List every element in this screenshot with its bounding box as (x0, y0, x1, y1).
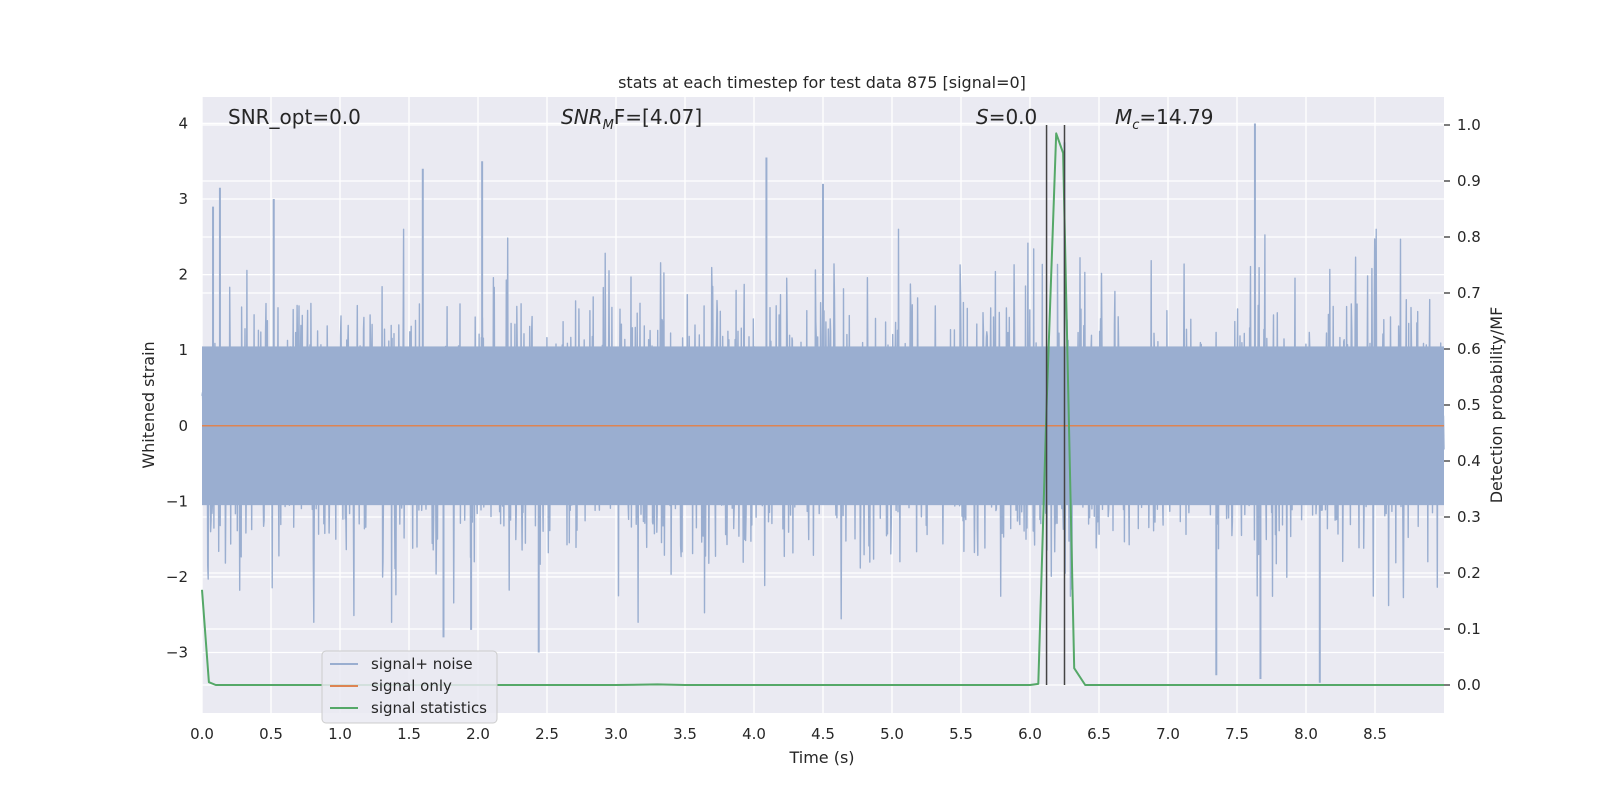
annotation-snr-mf-value: F=[4.07] (614, 105, 702, 129)
x-tick-labels: 0.0 0.5 1.0 1.5 2.0 2.5 3.0 3.5 4.0 4.5 5.0 5.5 6.0 6… (190, 725, 1387, 743)
y-right-tick-label: 0.3 (1457, 508, 1481, 526)
x-tick-label: 5.0 (880, 725, 904, 743)
y-right-tick-label: 1.0 (1457, 116, 1481, 134)
y-right-tick-label: 0.5 (1457, 396, 1481, 414)
y-left-tick-label: −1 (166, 492, 188, 510)
legend-label-signal-only: signal only (371, 677, 452, 695)
y-left-tick-label: 3 (178, 190, 188, 208)
signal-statistics-series (201, 132, 1444, 686)
y-right-tick-label: 0.2 (1457, 564, 1481, 582)
y-left-tick-label: −3 (166, 644, 188, 662)
annotation-snr-mf-italic: SNR (561, 105, 603, 129)
legend-label-signal-noise: signal+ noise (371, 655, 473, 673)
x-tick-label: 7.5 (1225, 725, 1249, 743)
x-tick-label: 1.5 (397, 725, 421, 743)
legend-box (321, 650, 498, 724)
x-tick-label: 4.5 (811, 725, 835, 743)
legend-label-signal-statistics: signal statistics (371, 699, 487, 717)
annotation-snr-mf: SNRMF=[4.07] (561, 105, 702, 133)
x-tick-label: 3.0 (604, 725, 628, 743)
x-tick-label: 2.0 (466, 725, 490, 743)
x-tick-label: 4.0 (742, 725, 766, 743)
annotation-mc-value: =14.79 (1139, 105, 1213, 129)
y-left-axis-label: Whitened strain (139, 341, 158, 468)
x-axis-label: Time (s) (788, 748, 854, 767)
x-tick-label: 8.0 (1294, 725, 1318, 743)
y-left-tick-label: 4 (178, 114, 188, 132)
y-right-tick-labels: 1.0 0.9 0.8 0.7 0.6 0.5 0.4 0.3 0.2 0.1 0.0 (1444, 116, 1481, 694)
y-right-tick-label: 0.7 (1457, 284, 1481, 302)
legend: signal+ noise signal only signal statist… (321, 650, 498, 724)
x-tick-label: 8.5 (1363, 725, 1387, 743)
annotation-snr-opt-text: SNR_opt=0.0 (228, 105, 361, 129)
annotation-snr-mf-sub: M (603, 118, 614, 133)
x-tick-label: 2.5 (535, 725, 559, 743)
annotation-mc-italic: M (1115, 105, 1132, 129)
y-right-tick-label: 0.8 (1457, 228, 1481, 246)
y-left-tick-label: −2 (166, 568, 188, 586)
y-right-tick-label: 0.4 (1457, 452, 1481, 470)
x-tick-label: 3.5 (673, 725, 697, 743)
x-tick-label: 0.0 (190, 725, 214, 743)
x-tick-label: 6.5 (1087, 725, 1111, 743)
y-right-tick-label: 0.0 (1457, 676, 1481, 694)
y-right-tick-label: 0.6 (1457, 340, 1481, 358)
x-tick-label: 6.0 (1018, 725, 1042, 743)
y-right-tick-label: 0.9 (1457, 172, 1481, 190)
y-left-tick-label: 1 (178, 341, 188, 359)
y-left-tick-label: 2 (178, 266, 188, 284)
x-tick-label: 7.0 (1156, 725, 1180, 743)
annotation-mc-sub: c (1132, 118, 1139, 133)
chart-title: stats at each timestep for test data 875… (618, 73, 1026, 92)
x-tick-label: 0.5 (259, 725, 283, 743)
annotation-s-value: =0.0 (989, 105, 1038, 129)
signal-statistics-line (201, 132, 1444, 686)
y-left-tick-labels: 4 3 2 1 0 −1 −2 −3 (166, 114, 188, 661)
y-right-tick-label: 0.1 (1457, 620, 1481, 638)
annotation-mc: Mc=14.79 (1115, 105, 1213, 133)
y-right-axis-label: Detection probability/MF (1487, 307, 1506, 504)
annotation-s-italic: S (976, 105, 989, 129)
x-tick-label: 5.5 (949, 725, 973, 743)
annotation-snr-opt: SNR_opt=0.0 (228, 105, 361, 129)
annotation-s: S=0.0 (976, 105, 1037, 129)
y-left-tick-label: 0 (178, 417, 188, 435)
vertical-markers (1045, 125, 1066, 685)
x-tick-label: 1.0 (328, 725, 352, 743)
